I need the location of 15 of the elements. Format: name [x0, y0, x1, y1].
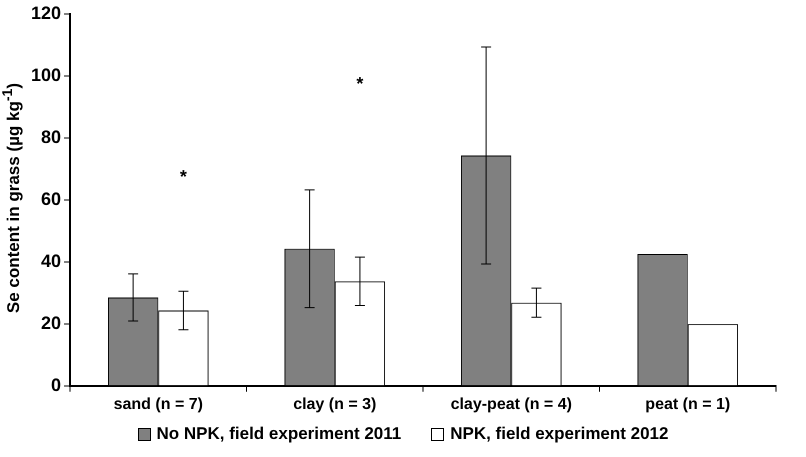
- x-tick-label: clay (n = 3): [293, 396, 376, 413]
- annotation: *: [356, 73, 364, 94]
- y-tick-label: 100: [30, 64, 62, 85]
- y-tick-label: 80: [41, 126, 62, 147]
- x-tick-label: clay-peat (n = 4): [450, 396, 572, 413]
- text: NPK, field experiment 2012: [450, 424, 668, 444]
- y-tick-label: 120: [30, 2, 62, 23]
- legend-label: No NPK, field experiment 2011: [156, 424, 402, 444]
- y-tick-label: 0: [51, 374, 62, 395]
- annotation: *: [180, 166, 187, 186]
- y-tick-label: 40: [41, 250, 62, 271]
- x-tick-label: sand (n = 7): [114, 396, 203, 413]
- x-tick-label: peat (n = 1): [645, 396, 730, 413]
- y-tick-label: 20: [41, 312, 62, 333]
- y-tick-label: 60: [41, 188, 62, 209]
